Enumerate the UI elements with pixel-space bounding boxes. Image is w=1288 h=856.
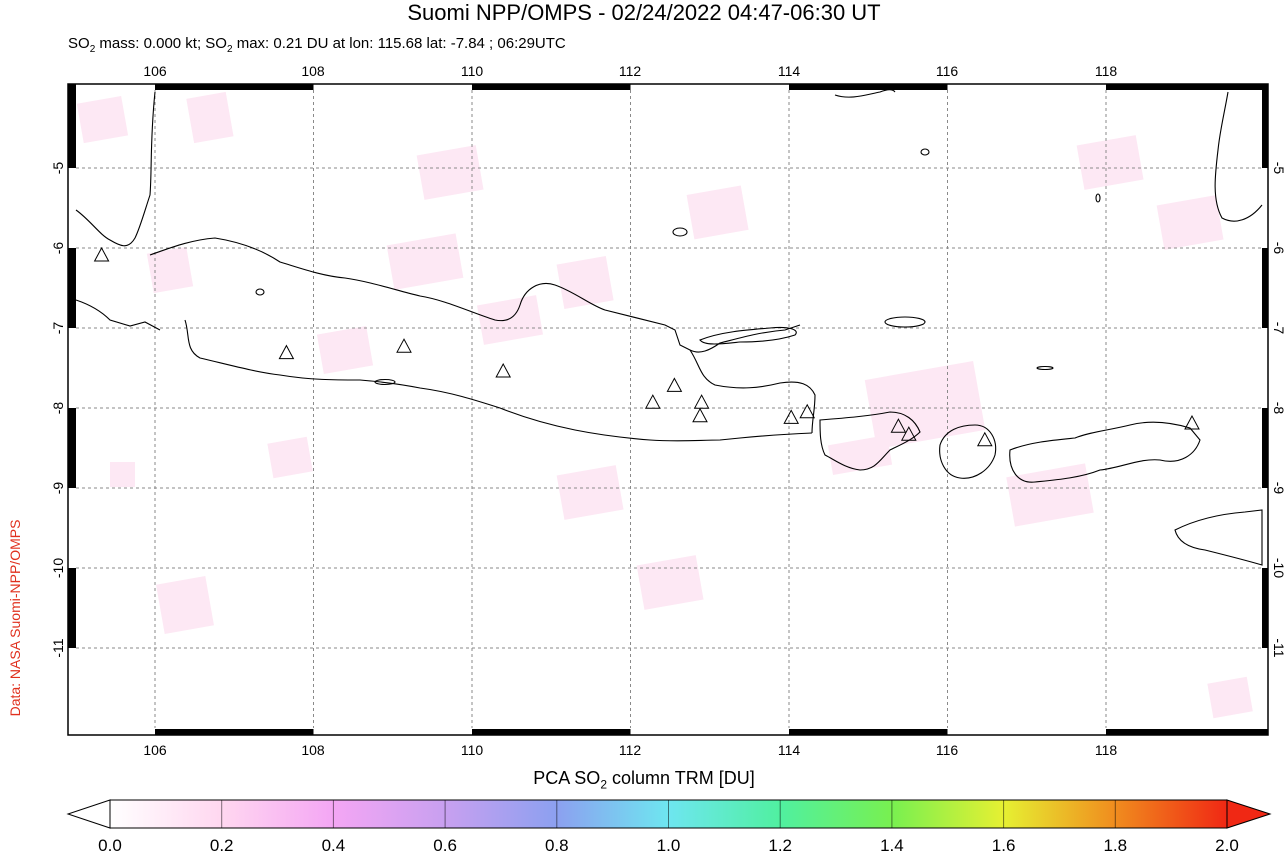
lon-tick-top-116: 116 (935, 63, 959, 79)
volcano-marker (644, 394, 661, 409)
colorbar-label: 1.0 (656, 836, 681, 855)
lat-tick-left-7: -7 (50, 321, 66, 335)
lat-tick-left-6: -6 (50, 241, 66, 255)
lat-tick-left-5: -5 (50, 161, 66, 175)
colorbar-label: 0.4 (321, 836, 346, 855)
lat-tick-left-9: -9 (50, 481, 66, 495)
volcano-markers (93, 246, 1200, 447)
volcano-marker (1184, 414, 1200, 430)
colorbar-label: 0.0 (98, 836, 122, 855)
volcano-marker (93, 246, 110, 262)
lon-tick-bottom-116: 116 (935, 742, 959, 758)
lat-tick-right-11: -11 (1271, 638, 1287, 658)
colorbar-under-arrow (66, 799, 111, 829)
lon-tick-top-112: 112 (618, 63, 642, 79)
colorbar-label: 0.6 (433, 836, 457, 855)
lon-tick-bottom-118: 118 (1094, 742, 1118, 758)
volcano-marker (783, 409, 800, 424)
lon-tick-bottom-114: 114 (777, 742, 801, 758)
so2-pixels (76, 91, 1253, 719)
volcano-marker (693, 394, 710, 409)
colorbar-label: 2.0 (1215, 836, 1239, 855)
colorbar-label: 1.4 (880, 836, 904, 855)
map-title: Suomi NPP/OMPS - 02/24/2022 04:47-06:30 … (407, 0, 881, 25)
colorbar-label: 1.6 (991, 836, 1016, 855)
colorbar-label: 1.2 (768, 836, 793, 855)
coastlines (75, 89, 1263, 566)
volcano-marker (692, 407, 708, 423)
lat-tick-right-8: -8 (1271, 401, 1287, 415)
lon-tick-bottom-106: 106 (143, 742, 167, 758)
volcano-marker (799, 403, 816, 419)
volcano-marker (396, 338, 412, 353)
volcano-marker (976, 431, 993, 447)
volcano-marker (900, 426, 917, 441)
colorbar-label: 0.2 (209, 836, 234, 855)
lat-tick-left-11: -11 (50, 638, 66, 658)
lat-tick-right-6: -6 (1271, 241, 1287, 255)
colorbar-label: 0.8 (544, 836, 569, 855)
lat-tick-right-9: -9 (1271, 481, 1287, 495)
lon-tick-top-118: 118 (1094, 63, 1118, 79)
lat-tick-left-8: -8 (50, 401, 66, 415)
lon-tick-bottom-112: 112 (618, 742, 642, 758)
colorbar-over-arrow (1226, 799, 1272, 829)
colorbar-label: 1.8 (1103, 836, 1128, 855)
gridlines (76, 90, 1262, 728)
volcano-marker (666, 377, 683, 392)
lat-tick-right-10: -10 (1271, 557, 1287, 579)
so2-summary: SO2 mass: 0.000 kt; SO2 max: 0.21 DU at … (68, 35, 566, 55)
volcano-marker (278, 344, 295, 360)
volcano-marker (890, 418, 907, 433)
lat-tick-right-7: -7 (1271, 321, 1287, 335)
lon-tick-top-108: 108 (301, 63, 325, 79)
lon-tick-top-110: 110 (460, 63, 484, 79)
frame-borders (68, 84, 1268, 735)
colorbar-title: PCA SO2 column TRM [DU] (533, 768, 755, 792)
lon-tick-bottom-110: 110 (460, 742, 484, 758)
lon-tick-bottom-108: 108 (301, 742, 325, 758)
lon-tick-top-114: 114 (777, 63, 801, 79)
lat-tick-right-5: -5 (1271, 161, 1287, 175)
lon-tick-top-106: 106 (143, 63, 167, 79)
lat-tick-left-10: -10 (50, 557, 66, 579)
volcano-marker (495, 362, 512, 378)
